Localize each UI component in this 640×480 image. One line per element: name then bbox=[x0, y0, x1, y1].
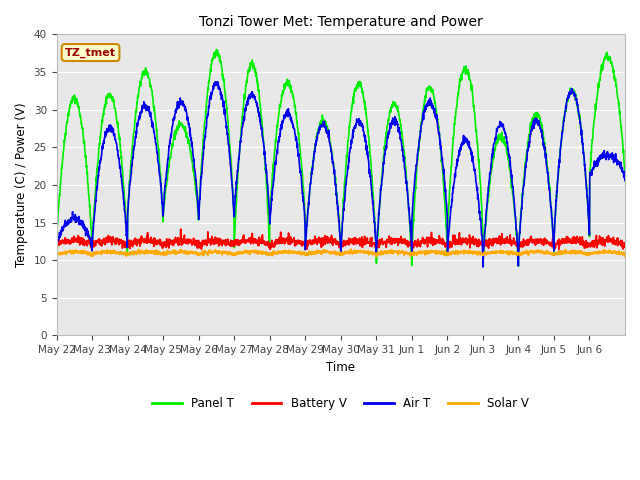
Solar V bbox=[513, 250, 520, 255]
Panel T bbox=[515, 264, 522, 269]
Battery V bbox=[545, 240, 552, 246]
Battery V bbox=[301, 247, 309, 252]
Line: Battery V: Battery V bbox=[56, 229, 625, 250]
Solar V bbox=[52, 252, 60, 258]
Solar V bbox=[614, 250, 621, 255]
Line: Solar V: Solar V bbox=[56, 249, 625, 257]
Solar V bbox=[232, 250, 240, 255]
Solar V bbox=[376, 251, 383, 256]
Air T bbox=[109, 126, 117, 132]
Solar V bbox=[109, 251, 117, 256]
X-axis label: Time: Time bbox=[326, 360, 355, 374]
Panel T bbox=[375, 212, 383, 217]
Solar V bbox=[347, 246, 355, 252]
Panel T bbox=[621, 176, 629, 181]
Air T bbox=[545, 180, 552, 186]
Line: Panel T: Panel T bbox=[56, 49, 625, 266]
Line: Air T: Air T bbox=[56, 82, 625, 267]
Title: Tonzi Tower Met: Temperature and Power: Tonzi Tower Met: Temperature and Power bbox=[199, 15, 483, 29]
Panel T bbox=[512, 227, 520, 232]
Panel T bbox=[614, 92, 621, 97]
Text: TZ_tmet: TZ_tmet bbox=[65, 48, 116, 58]
Air T bbox=[214, 79, 221, 84]
Battery V bbox=[614, 235, 621, 241]
Panel T bbox=[545, 173, 552, 179]
Air T bbox=[375, 207, 383, 213]
Battery V bbox=[177, 226, 184, 232]
Air T bbox=[513, 227, 520, 233]
Air T bbox=[621, 178, 629, 183]
Air T bbox=[614, 160, 621, 166]
Battery V bbox=[232, 240, 240, 245]
Panel T bbox=[52, 241, 60, 247]
Battery V bbox=[376, 237, 383, 242]
Panel T bbox=[232, 202, 240, 207]
Solar V bbox=[545, 249, 552, 255]
Solar V bbox=[372, 254, 380, 260]
Legend: Panel T, Battery V, Air T, Solar V: Panel T, Battery V, Air T, Solar V bbox=[148, 393, 534, 415]
Battery V bbox=[52, 242, 60, 248]
Panel T bbox=[109, 97, 117, 103]
Battery V bbox=[621, 244, 629, 250]
Air T bbox=[52, 242, 60, 248]
Battery V bbox=[513, 240, 520, 246]
Y-axis label: Temperature (C) / Power (V): Temperature (C) / Power (V) bbox=[15, 103, 28, 267]
Solar V bbox=[621, 254, 629, 260]
Air T bbox=[232, 179, 240, 185]
Battery V bbox=[109, 235, 117, 240]
Air T bbox=[479, 264, 487, 270]
Panel T bbox=[212, 47, 220, 52]
